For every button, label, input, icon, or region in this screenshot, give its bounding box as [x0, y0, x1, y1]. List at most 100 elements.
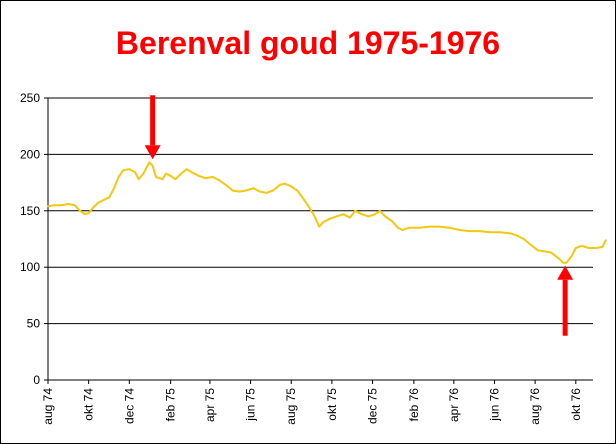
series-point	[185, 168, 188, 171]
series-point	[47, 205, 49, 208]
series-point	[59, 204, 62, 207]
series-point	[468, 230, 471, 233]
series-point	[108, 196, 111, 199]
series-point	[570, 255, 573, 257]
series-point	[296, 189, 299, 192]
series-point	[397, 226, 399, 229]
annotation-arrow-head	[557, 265, 574, 280]
series-point	[354, 209, 357, 212]
series-point	[113, 187, 115, 190]
series-point	[384, 215, 387, 218]
x-tick-label: aug 75	[284, 388, 298, 425]
series-point	[265, 191, 268, 194]
series-point	[191, 171, 193, 174]
series-point	[245, 189, 247, 192]
y-tick-label: 0	[33, 373, 40, 387]
series-point	[499, 231, 502, 234]
series-point	[155, 176, 157, 178]
x-tick-label: apr 76	[447, 388, 461, 422]
series-point	[137, 178, 140, 181]
series-point	[536, 249, 539, 252]
series-point	[391, 220, 393, 222]
series-point	[79, 209, 81, 212]
series-point	[458, 229, 461, 231]
x-tick-label: aug 74	[41, 388, 55, 425]
x-tick-label: feb 76	[407, 388, 421, 422]
x-tick-label: okt 74	[82, 388, 96, 421]
series-point	[429, 225, 431, 228]
series-point	[148, 161, 151, 164]
y-tick-label: 50	[27, 317, 41, 331]
y-tick-label: 250	[20, 91, 40, 105]
series-point	[509, 232, 512, 235]
series-point	[401, 229, 404, 231]
series-point	[53, 204, 55, 207]
series-point	[279, 184, 281, 186]
series-point	[259, 190, 261, 193]
series-point	[342, 213, 345, 216]
series-point	[92, 206, 95, 209]
series-point	[238, 190, 241, 193]
series-point	[211, 176, 214, 178]
series-point	[225, 184, 227, 186]
annotation-arrow-head	[144, 145, 161, 160]
series-point	[142, 172, 145, 175]
y-tick-label: 200	[20, 147, 40, 161]
series-point	[478, 230, 481, 233]
series-point	[379, 209, 381, 212]
series-point	[516, 234, 519, 237]
series-point	[122, 169, 125, 172]
series-point	[161, 178, 164, 181]
series-point	[565, 261, 568, 264]
series-point	[367, 215, 370, 218]
series-point	[169, 174, 172, 177]
series-point	[103, 198, 106, 201]
series-point	[349, 216, 351, 219]
series-point	[313, 215, 316, 218]
series-point	[604, 239, 607, 242]
series-point	[322, 221, 325, 224]
series-point	[595, 247, 598, 249]
series-point	[151, 164, 154, 167]
chart-title: Berenval goud 1975-1976	[115, 25, 501, 61]
series-point	[448, 226, 451, 229]
series-line-0	[47, 161, 607, 264]
x-tick-label: jun 75	[244, 388, 258, 422]
series-point	[204, 177, 207, 180]
series-point	[580, 244, 583, 247]
series-point	[73, 204, 76, 207]
series-point	[83, 213, 86, 216]
series-point	[308, 206, 311, 209]
series-point	[179, 173, 181, 176]
series-point	[601, 246, 604, 248]
series-point	[543, 250, 546, 253]
y-tick-label: 100	[20, 260, 40, 274]
series-point	[283, 182, 286, 185]
series-point	[408, 226, 411, 229]
x-tick-label: dec 75	[366, 388, 380, 424]
series-point	[272, 189, 275, 192]
series-point	[128, 168, 131, 171]
series-point	[361, 213, 363, 216]
series-point	[87, 212, 90, 215]
x-tick-label: okt 75	[325, 388, 339, 421]
series-point	[134, 171, 137, 174]
series-point	[97, 202, 99, 204]
series-point	[67, 203, 70, 205]
x-tick-label: apr 75	[203, 388, 217, 422]
x-tick-label: jun 76	[487, 388, 501, 422]
series-point	[562, 261, 564, 264]
x-tick-label: okt 76	[569, 388, 583, 421]
series-point	[335, 215, 338, 218]
series-point	[488, 231, 491, 234]
x-tick-label: aug 76	[528, 388, 542, 425]
series-point	[438, 225, 441, 228]
y-tick-label: 150	[20, 204, 40, 218]
series-point	[557, 257, 560, 260]
series-point	[197, 174, 200, 177]
series-point	[303, 198, 305, 201]
series-point	[218, 179, 221, 182]
series-point	[550, 251, 552, 254]
